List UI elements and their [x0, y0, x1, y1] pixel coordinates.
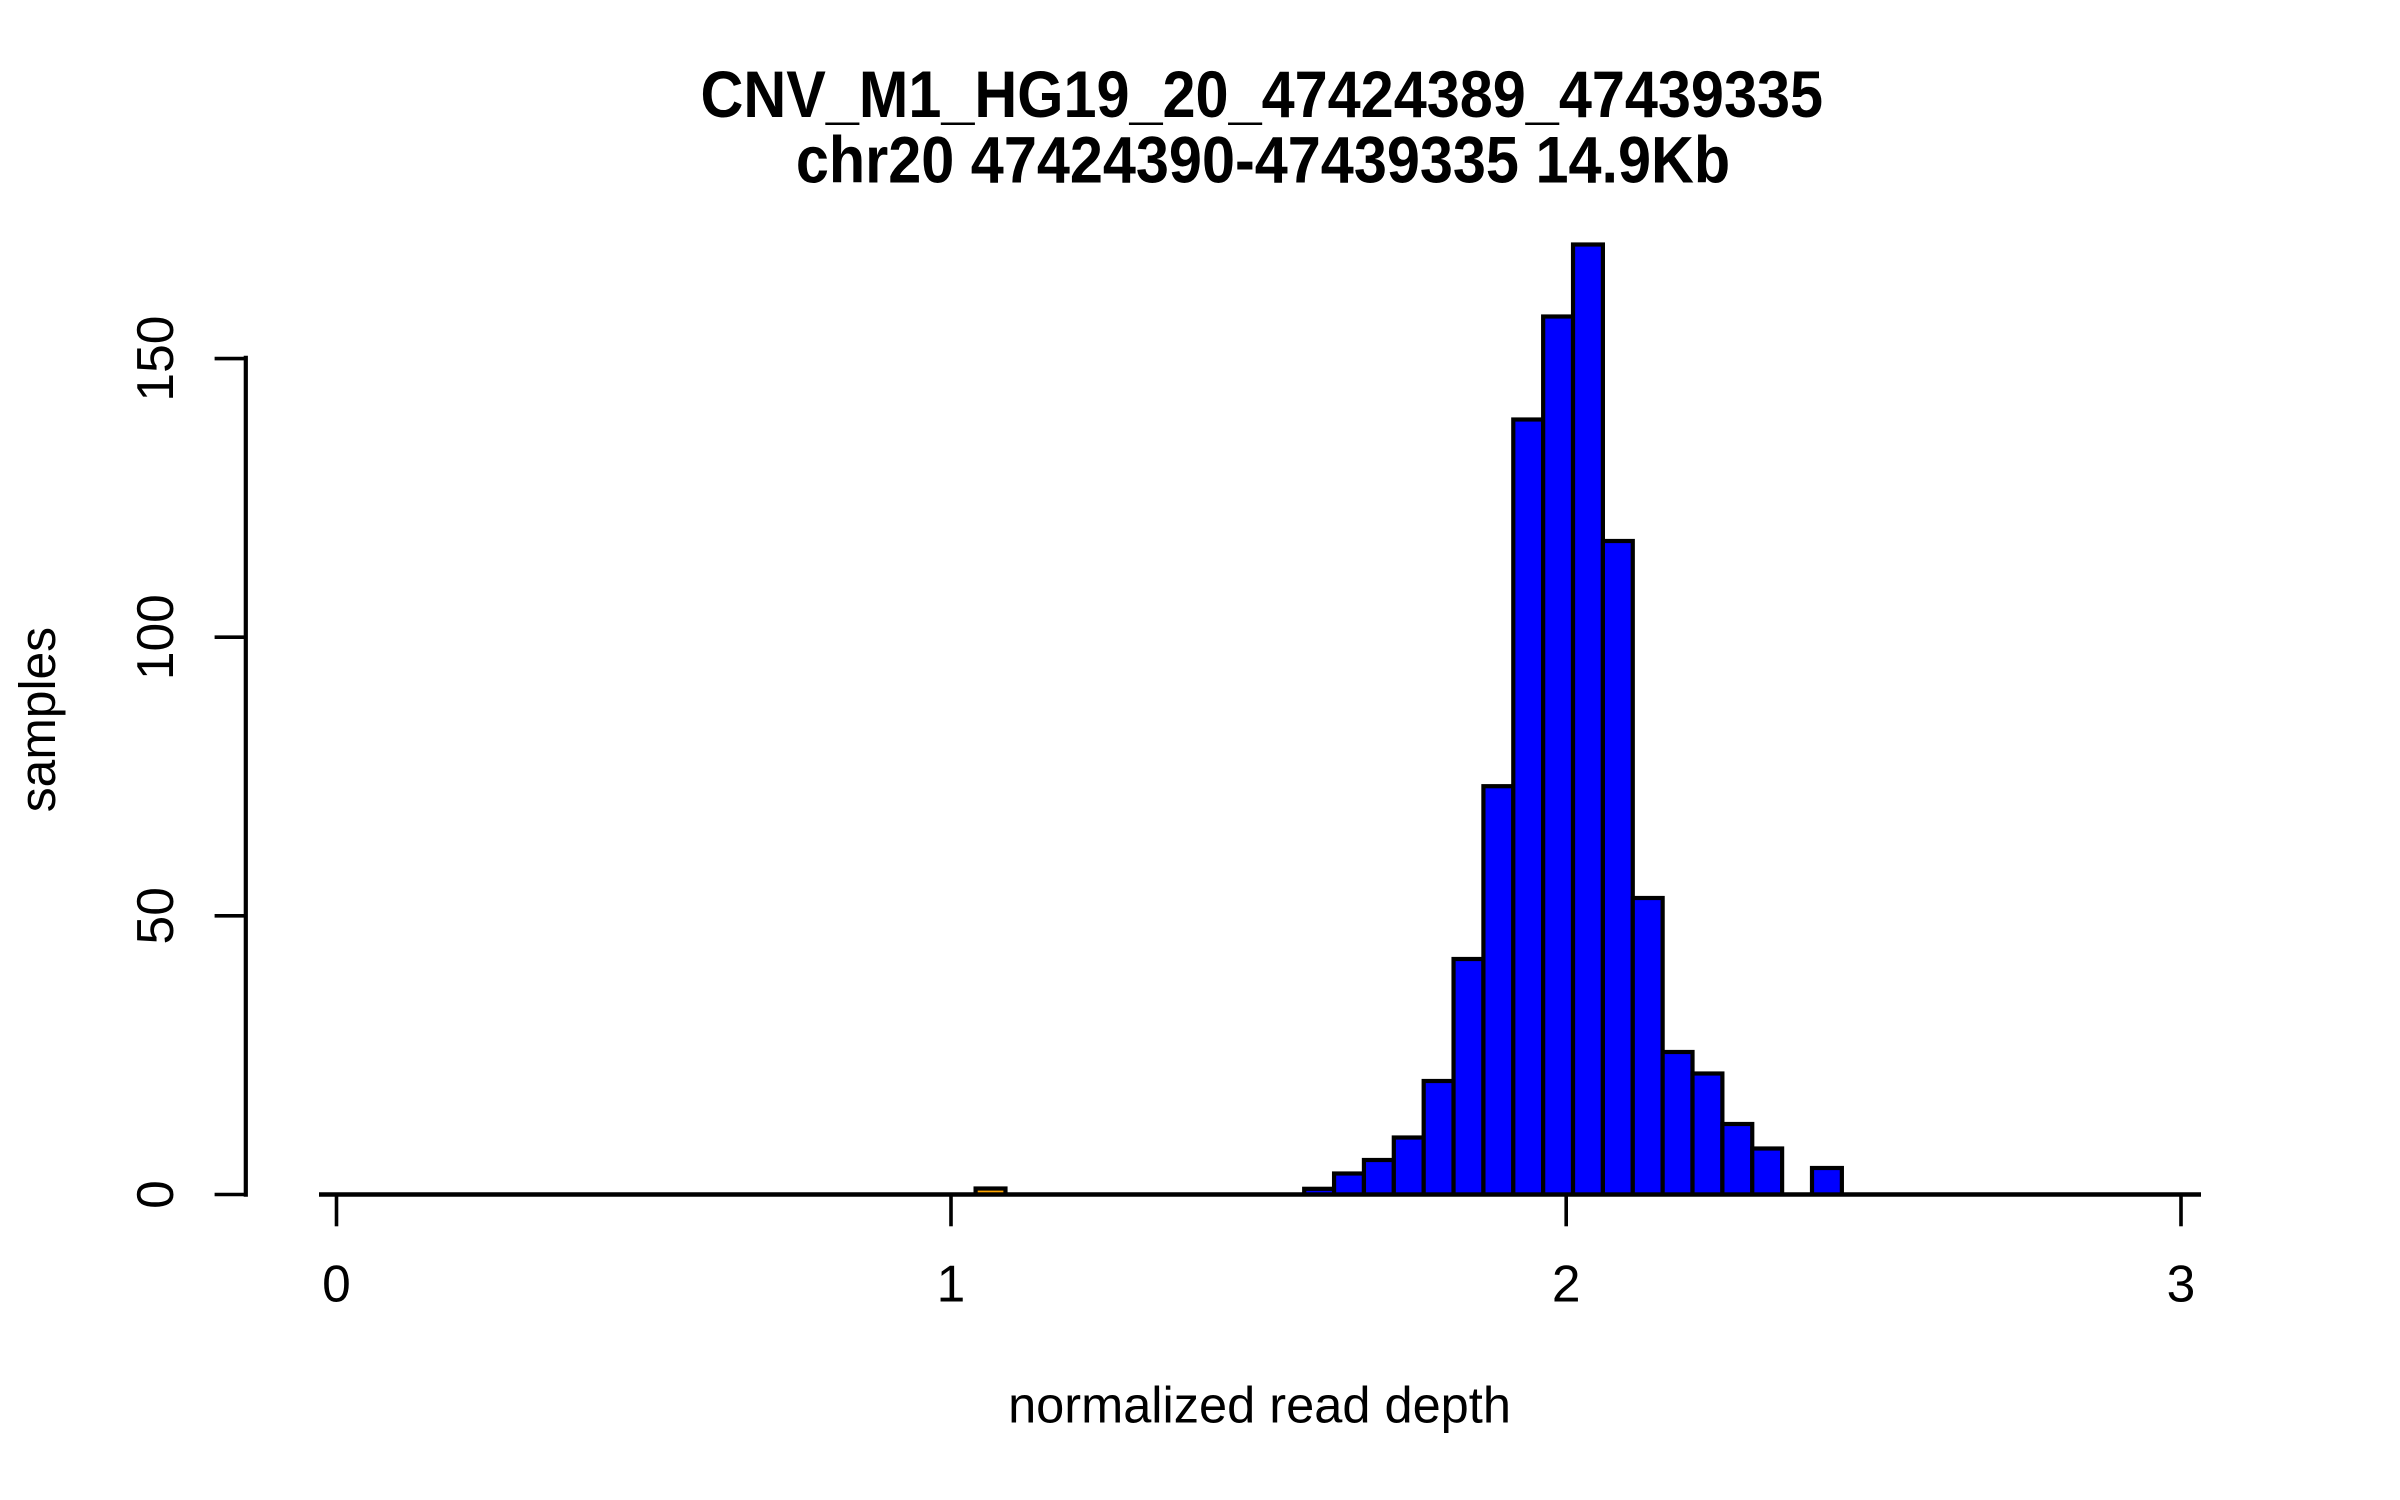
svg-text:3: 3: [2167, 1255, 2196, 1313]
svg-text:1: 1: [937, 1255, 966, 1313]
svg-text:2: 2: [1552, 1255, 1581, 1313]
svg-text:samples: samples: [9, 627, 67, 812]
svg-text:150: 150: [126, 316, 184, 402]
svg-text:50: 50: [126, 887, 184, 944]
svg-text:100: 100: [126, 594, 184, 680]
svg-text:chr20 47424390-47439335 14.9Kb: chr20 47424390-47439335 14.9Kb: [796, 124, 1730, 198]
svg-text:0: 0: [322, 1255, 351, 1313]
svg-text:normalized read depth: normalized read depth: [1008, 1376, 1511, 1433]
svg-text:CNV_M1_HG19_20_47424389_474393: CNV_M1_HG19_20_47424389_47439335: [700, 58, 1823, 132]
svg-text:0: 0: [126, 1180, 184, 1209]
